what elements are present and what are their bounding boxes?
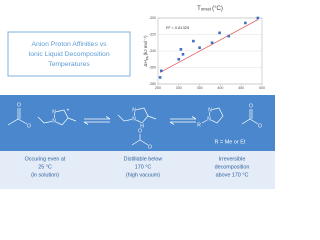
bond [201,118,210,124]
caption-line: (in solution) [31,172,59,178]
ring [53,109,69,126]
x-tick-label: 450 [238,86,244,90]
atom-label: O [27,123,31,129]
caption-line: above 170 °C [216,172,249,178]
point [181,53,185,56]
y_label: ΔHPA(kJ mol⁻¹) [143,35,149,67]
caption-line: 25 °C [38,164,52,170]
y-tick-label: -360 [149,65,156,69]
atom-label: N [52,109,56,115]
bond [147,115,157,120]
label-sub: PA [145,55,149,60]
atom-label: N [132,116,136,122]
atom-label: R [197,122,201,128]
caption-line: Occuring even at [25,156,66,162]
x-tick-label: 400 [217,86,223,90]
bond [67,117,77,122]
caption-line: 170 °C [135,164,152,170]
atom-label: N [132,107,136,113]
caption-line: Distillable below [124,156,163,162]
headline-line: Anion Proton Affinities vs [31,41,107,48]
atom-label: O [138,128,142,134]
label-main: ΔH [143,60,148,66]
atom-label: + [67,107,70,113]
y-tick-label: -340 [149,49,156,53]
substituent-note: R = Me or Et [214,139,245,145]
headline-box [7,31,131,77]
atom-label: O [17,102,21,108]
atom-label: O [249,103,253,109]
label-sub: onset [201,7,212,12]
point [244,21,247,25]
plot-frame [157,17,263,85]
x-tick-label: 300 [176,86,182,90]
headline-line: Ionic Liquid Decomposition [28,51,109,58]
bond [17,118,28,125]
arrows [83,116,197,125]
point [198,46,201,49]
caption-line: Irreversible [219,156,246,162]
atom-label: O [148,144,152,150]
label-unit: (kJ mol⁻¹) [143,35,148,55]
bond [249,118,259,125]
x-tick-label: 250 [155,86,161,90]
caption-line: (high vacuum) [126,172,160,178]
annotation: R² = 0.81325 [166,25,190,30]
x-tick-label: 500 [259,86,265,90]
x-tick-label: 350 [197,86,203,90]
graphical-abstract: Anion Proton Affinities vs Ionic Liquid D… [0,5,275,189]
atom-label: N [52,118,56,124]
y-tick-label: -320 [149,32,156,36]
atom-label: N [207,116,211,122]
y-tick-label: -380 [149,82,156,86]
arrow-head [191,116,197,120]
point [227,34,231,38]
y-tick-label: -300 [149,16,156,20]
arrow-head [105,116,111,120]
point [210,41,214,45]
caption-line: decomposition [215,164,250,170]
point [179,48,183,51]
x_label: Tonset(°C) [197,6,223,12]
atom-label: O [258,123,262,129]
bond [37,116,55,124]
point [160,69,163,73]
bond [117,114,135,122]
point [256,16,260,20]
point [177,57,181,61]
bonds [7,107,259,146]
headline-line: Temperatures [48,61,90,68]
point [192,39,195,43]
label-main: T [197,6,201,12]
atom-label: N [208,107,212,113]
arrow-head [83,121,89,125]
ring [208,107,224,124]
point [158,76,162,79]
arrow-head [169,121,175,125]
trendline [159,19,259,73]
point [218,31,221,35]
ring [133,107,149,124]
label-unit: (°C) [212,6,223,12]
caption-band [0,151,275,189]
atom-label: H [140,123,144,129]
